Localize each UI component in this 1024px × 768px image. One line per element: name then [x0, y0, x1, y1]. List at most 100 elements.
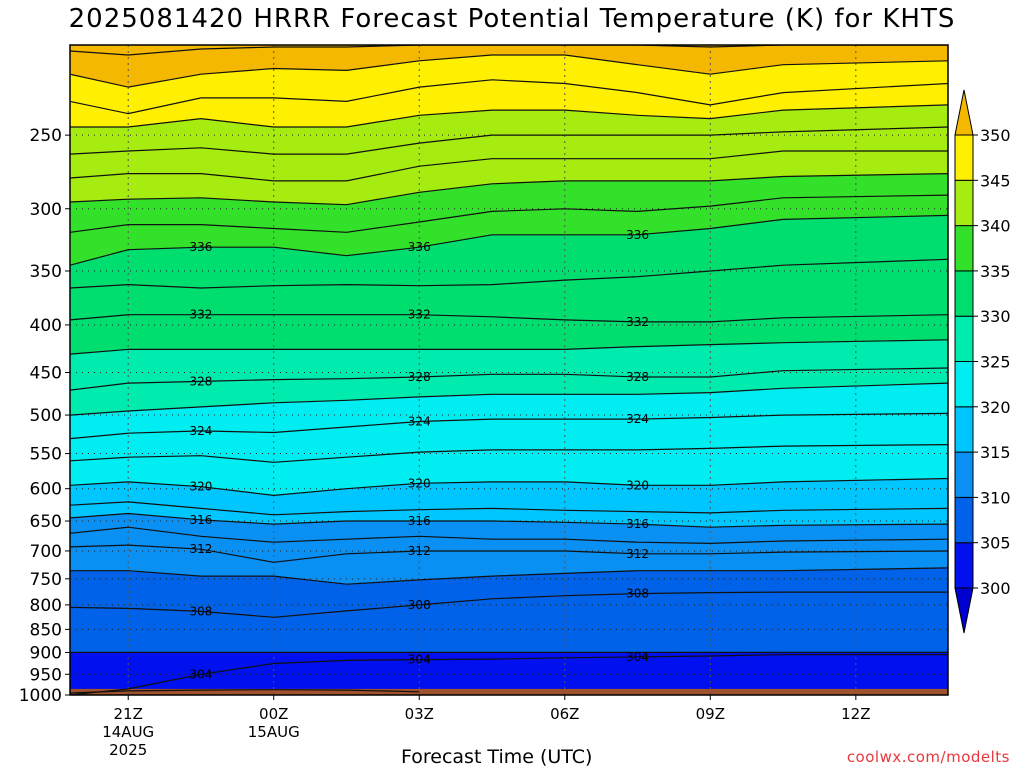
contour-label-324: 324 — [408, 414, 431, 428]
y-tick-label-550: 550 — [30, 445, 62, 465]
x-tick-label-21Z: 21Z — [114, 705, 143, 723]
y-tick-label-750: 750 — [30, 570, 62, 590]
y-tick-label-700: 700 — [30, 542, 62, 562]
contour-334 — [70, 258, 948, 289]
contour-304 — [70, 654, 948, 695]
contour-302 — [70, 689, 420, 694]
colorbar-label-300: 300 — [980, 579, 1011, 598]
colorbar-band-320 — [954, 361, 974, 408]
colorbar-band-305 — [954, 496, 974, 544]
x-tick-label-03Z: 03Z — [405, 705, 434, 723]
chart-title: 2025081420 HRRR Forecast Potential Tempe… — [68, 4, 956, 34]
colorbar-band-330 — [954, 270, 974, 317]
contour-308 — [70, 591, 948, 618]
contour-label-316: 316 — [626, 517, 649, 531]
y-axis: 250 300 350 400 450 500 550 600 650 700 750 800 850 9… — [19, 126, 70, 706]
contour-label-332: 332 — [190, 308, 213, 322]
y-tick-label-250: 250 — [30, 126, 62, 146]
x-tick-date-00Z: 15AUG — [248, 723, 300, 741]
contour-338 — [70, 194, 948, 233]
colorbar-band-340 — [954, 179, 974, 227]
contour-348 — [70, 79, 948, 115]
colorbar-legend: 300 305 310 315 320 325 330 335 340 345 350 — [954, 89, 1011, 634]
band-above-352 — [70, 45, 948, 55]
contour-316 — [70, 512, 948, 528]
contour-label-308: 308 — [408, 598, 431, 612]
grid — [70, 45, 948, 695]
colorbar-under-arrow — [954, 587, 974, 634]
x-tick-date-21Z: 14AUG — [102, 723, 154, 741]
y-tick-label-800: 800 — [30, 596, 62, 616]
contour-342 — [70, 150, 948, 182]
contour-label-316: 316 — [408, 514, 431, 528]
colorbar-band-310 — [954, 451, 974, 498]
colorbar-label-310: 310 — [980, 488, 1011, 507]
ground-area — [70, 688, 948, 695]
contour-label-336: 336 — [408, 240, 431, 254]
contour-324 — [70, 412, 948, 440]
colorbar-label-315: 315 — [980, 443, 1011, 462]
contour-label-332: 332 — [626, 315, 649, 329]
contour-340 — [70, 173, 948, 206]
contour-label-328: 328 — [626, 370, 649, 384]
plot-frame — [69, 44, 949, 696]
y-tick-label-300: 300 — [30, 200, 62, 220]
contour-344 — [70, 126, 948, 155]
colorbar-label-335: 335 — [980, 262, 1011, 281]
y-tick-label-650: 650 — [30, 512, 62, 532]
colorbar-label-345: 345 — [980, 171, 1011, 190]
contour-labels: 304 304 304 308 308 308 312 312 312 316 316 316 320 3… — [190, 228, 649, 681]
plot-area: 304 304 304 308 308 308 312 312 312 316 316 316 320 3… — [69, 44, 949, 696]
y-tick-label-900: 900 — [30, 643, 62, 663]
contour-label-324: 324 — [626, 412, 649, 426]
contour-label-320: 320 — [190, 480, 213, 494]
contour-328 — [70, 367, 948, 391]
colorbar-label-340: 340 — [980, 217, 1011, 236]
colorbar-label-330: 330 — [980, 307, 1011, 326]
band-above-350 — [70, 45, 948, 88]
contour-label-332: 332 — [408, 308, 431, 322]
contour-318 — [70, 501, 948, 516]
filled-bands — [70, 45, 948, 695]
y-tick-label-350: 350 — [30, 262, 62, 282]
contour-320 — [70, 477, 948, 497]
x-tick-label-09Z: 09Z — [696, 705, 725, 723]
contour-label-308: 308 — [626, 587, 649, 601]
contour-label-308: 308 — [190, 604, 213, 618]
contour-label-320: 320 — [408, 476, 431, 490]
contour-label-316: 316 — [190, 513, 213, 527]
x-tick-label-12Z: 12Z — [841, 705, 870, 723]
contour-label-312: 312 — [190, 542, 213, 556]
contour-332 — [70, 314, 948, 323]
contour-314 — [70, 526, 948, 545]
contour-label-304: 304 — [408, 653, 431, 667]
colorbar-label-325: 325 — [980, 353, 1011, 372]
contour-label-320: 320 — [626, 478, 649, 492]
contour-lines — [70, 45, 948, 695]
colorbar-band-345 — [954, 134, 974, 181]
colorbar-over-arrow — [954, 89, 974, 136]
contour-label-328: 328 — [190, 374, 213, 388]
y-tick-label-850: 850 — [30, 620, 62, 640]
contour-label-336: 336 — [626, 228, 649, 242]
colorbar-band-315 — [954, 406, 974, 453]
contour-label-328: 328 — [408, 370, 431, 384]
x-tick-label-00Z: 00Z — [259, 705, 288, 723]
y-tick-label-600: 600 — [30, 480, 62, 500]
contour-label-304: 304 — [190, 667, 213, 681]
contour-310 — [70, 567, 948, 585]
y-tick-label-400: 400 — [30, 316, 62, 336]
colorbar-band-300 — [954, 542, 974, 589]
contour-label-304: 304 — [626, 650, 649, 664]
contour-336 — [70, 214, 948, 266]
source-credit: coolwx.com/modelts — [846, 748, 1010, 766]
contour-352 — [70, 45, 948, 56]
y-tick-label-450: 450 — [30, 364, 62, 384]
contour-label-336: 336 — [190, 240, 213, 254]
contour-label-312: 312 — [626, 547, 649, 561]
contour-350 — [70, 54, 948, 88]
x-tick-label-06Z: 06Z — [550, 705, 579, 723]
y-tick-label-500: 500 — [30, 406, 62, 426]
colorbar-label-320: 320 — [980, 398, 1011, 417]
